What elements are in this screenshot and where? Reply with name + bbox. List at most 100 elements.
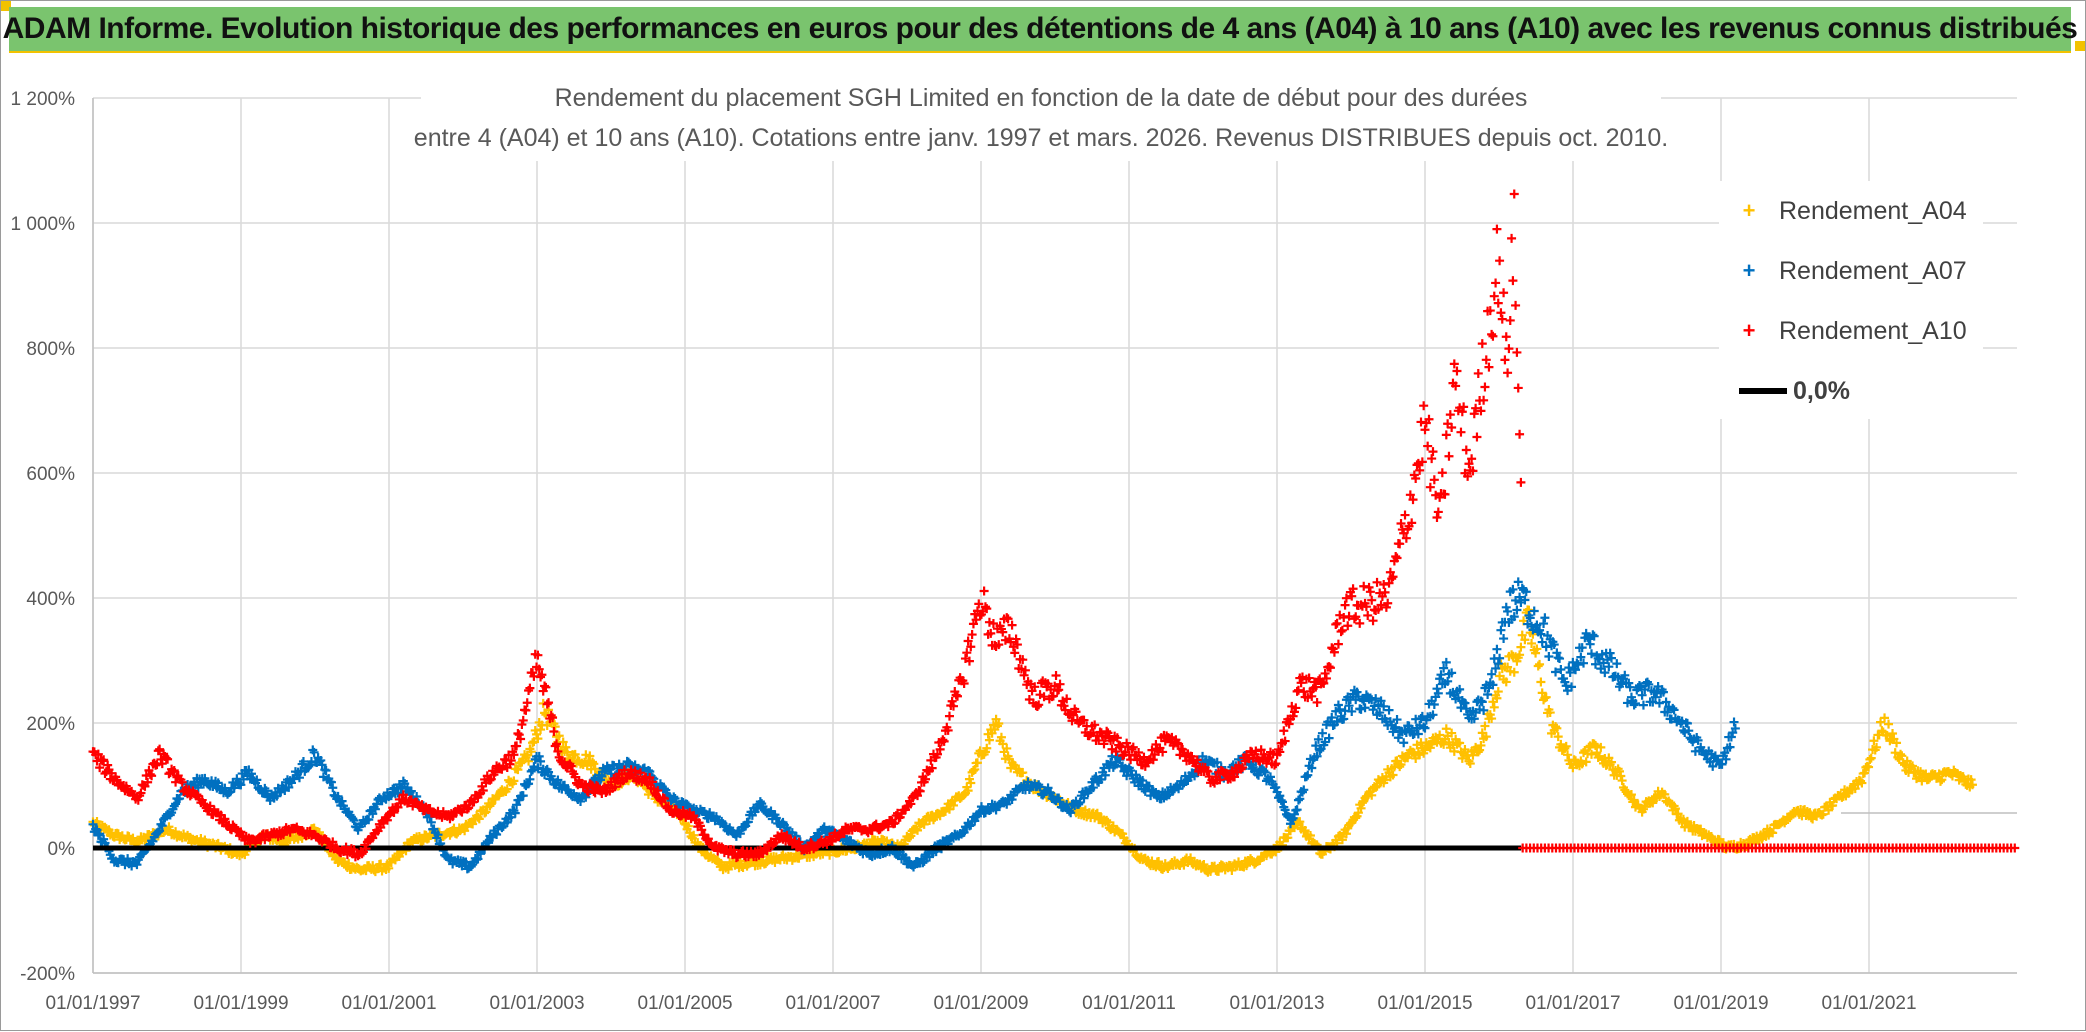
data-point (1476, 740, 1486, 750)
x-tick-label: 01/01/2001 (341, 993, 436, 1014)
x-tick-label: 01/01/2021 (1821, 993, 1916, 1014)
data-point (1433, 507, 1443, 517)
data-point (1396, 519, 1406, 529)
data-point (1337, 625, 1347, 635)
x-tick-label: 01/01/2007 (785, 993, 880, 1014)
data-point (982, 743, 992, 753)
data-point (919, 819, 929, 829)
data-point (534, 751, 544, 761)
data-point (171, 799, 181, 809)
data-point (1508, 276, 1518, 286)
data-point (1419, 401, 1429, 411)
data-point (460, 826, 470, 836)
data-point (689, 830, 699, 840)
data-point (88, 819, 98, 829)
data-point (1445, 410, 1455, 420)
data-point (473, 812, 483, 822)
data-point (963, 786, 973, 796)
data-point (1343, 621, 1353, 631)
data-point (561, 742, 571, 752)
legend-line-zero (1739, 388, 1787, 394)
data-point (906, 831, 916, 841)
data-point (1501, 332, 1511, 342)
data-point (1480, 721, 1490, 731)
data-point (597, 771, 607, 781)
data-point (911, 824, 921, 834)
data-point (1491, 278, 1501, 288)
data-point (948, 800, 958, 810)
data-point (1455, 738, 1465, 748)
data-point (406, 786, 416, 796)
data-point (1591, 741, 1600, 751)
data-point (1533, 661, 1543, 671)
data-point (1227, 865, 1237, 875)
data-point (1428, 447, 1438, 457)
legend-item-a04: + Rendement_A04 (1719, 191, 1967, 231)
data-point (1626, 790, 1636, 800)
data-point (1924, 774, 1933, 784)
data-point (1336, 627, 1346, 637)
data-point (589, 759, 599, 769)
data-point (1897, 751, 1907, 761)
data-point (1869, 736, 1879, 746)
data-point (213, 778, 223, 788)
data-point (683, 821, 693, 831)
data-point (913, 825, 923, 835)
data-point (502, 817, 512, 827)
legend-marker-a10: + (1742, 318, 1756, 343)
data-point (1356, 803, 1366, 813)
data-point (1505, 315, 1515, 325)
data-point (1553, 732, 1563, 742)
data-point (473, 854, 483, 864)
data-point (1828, 800, 1838, 810)
data-point (1499, 288, 1509, 298)
data-point (1475, 745, 1485, 755)
data-point (1880, 713, 1890, 723)
data-point (1103, 817, 1113, 827)
data-point (659, 784, 669, 794)
data-point (368, 809, 378, 819)
data-point (518, 791, 528, 801)
data-point (905, 833, 915, 843)
data-point (1447, 728, 1457, 738)
data-point (328, 783, 338, 793)
data-point (1002, 743, 1012, 753)
data-point (1332, 618, 1342, 628)
data-point (1214, 866, 1224, 876)
x-tick-label: 01/01/2003 (489, 993, 584, 1014)
data-point (533, 734, 543, 744)
data-point (1531, 648, 1541, 658)
data-point (1541, 692, 1551, 702)
data-point (525, 774, 535, 784)
data-point (590, 764, 600, 774)
data-point (1122, 836, 1132, 846)
data-point (553, 775, 563, 785)
x-tick-label: 01/01/1997 (45, 993, 140, 1014)
data-point (1958, 772, 1968, 782)
x-axis: 01/01/1997 01/01/1999 01/01/2001 01/01/2003… (45, 993, 1916, 1014)
data-point (1437, 468, 1447, 478)
data-point (1536, 677, 1546, 687)
data-point (1499, 634, 1509, 644)
data-point (550, 722, 560, 732)
data-point (132, 860, 142, 870)
data-point (1295, 817, 1305, 827)
data-point (1492, 644, 1502, 654)
data-point (1018, 768, 1028, 778)
data-point (1513, 383, 1523, 393)
data-point (1552, 723, 1562, 733)
data-point (1696, 824, 1706, 834)
data-point (1441, 430, 1451, 440)
data-point (1860, 768, 1870, 778)
data-point (1935, 776, 1945, 786)
data-point (588, 757, 597, 767)
x-tick-label: 01/01/1999 (193, 993, 288, 1014)
data-point (1581, 757, 1591, 767)
data-point (1432, 684, 1442, 694)
data-point (1616, 771, 1626, 781)
data-point (317, 760, 327, 770)
data-point (944, 711, 954, 721)
data-point (321, 766, 331, 775)
data-point (1896, 749, 1906, 759)
data-point (1493, 687, 1503, 697)
